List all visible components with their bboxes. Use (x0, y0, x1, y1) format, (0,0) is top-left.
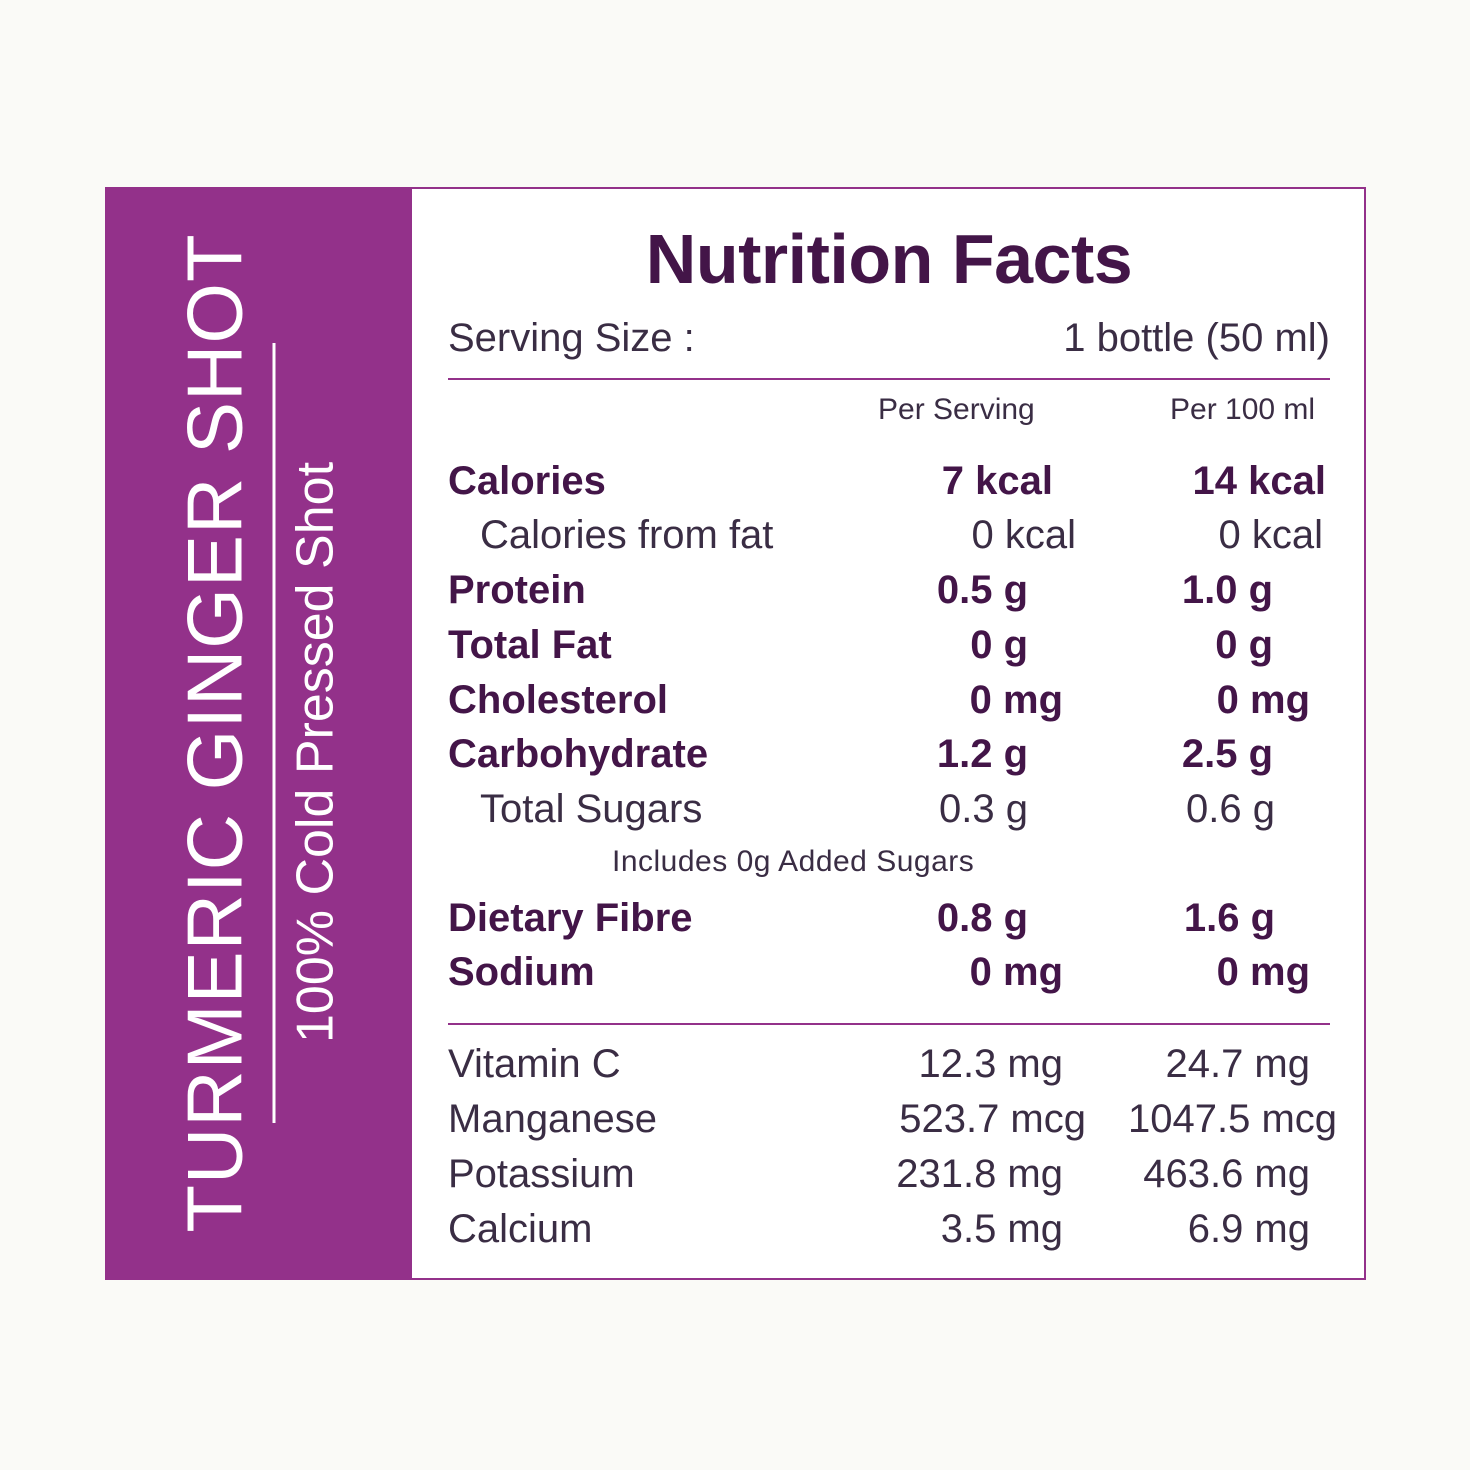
serving-size-label: Serving Size : (448, 316, 695, 360)
nutrient-name: Calories from fat (480, 513, 774, 557)
micronutrient-name: Manganese (448, 1097, 658, 1141)
nutrient-row-calories-from-fat: Calories from fat 0 kcal 0 kcal (448, 513, 1330, 563)
nutrient-per-serving: 0 kcal (971, 513, 1077, 557)
serving-size-value: 1 bottle (50 ml) (1063, 316, 1330, 360)
product-subtitle: 100% Cold Pressed Shot (286, 461, 345, 1043)
nutrient-per-100: 2.5 g (1181, 732, 1273, 776)
nutrient-per-serving: 0 mg (969, 678, 1063, 722)
micronutrient-per-100: 6.9 mg (1187, 1207, 1310, 1251)
product-name: TURMERIC GINGER SHOT (170, 233, 259, 1233)
nutrient-per-serving: 0 g (970, 623, 1028, 667)
nutrient-row-protein: Protein 0.5 g 1.0 g (448, 568, 1330, 618)
nutrient-row-total-sugars: Total Sugars 0.3 g 0.6 g (448, 787, 1330, 837)
nutrition-label-card: TURMERIC GINGER SHOT 100% Cold Pressed S… (105, 187, 1366, 1280)
column-header-per-serving: Per Serving (878, 393, 1035, 426)
micronutrient-row-calcium: Calcium 3.5 mg 6.9 mg (448, 1207, 1330, 1257)
nutrient-per-serving: 7 kcal (941, 459, 1053, 503)
nutrient-name: Total Fat (448, 623, 612, 667)
nutrient-row-cholesterol: Cholesterol 0 mg 0 mg (448, 678, 1330, 728)
nutrient-per-serving: 0.5 g (936, 568, 1028, 612)
micronutrient-per-serving: 12.3 mg (918, 1042, 1063, 1086)
divider-bottom (448, 1023, 1330, 1025)
micronutrient-per-100: 463.6 mg (1143, 1152, 1310, 1196)
side-text-block: TURMERIC GINGER SHOT 100% Cold Pressed S… (171, 233, 346, 1233)
micronutrient-per-100: 1047.5 mcg (1128, 1097, 1338, 1141)
nutrient-row-sodium: Sodium 0 mg 0 mg (448, 950, 1330, 1000)
nutrient-per-100: 1.6 g (1183, 896, 1275, 940)
nutrient-per-serving: 0.8 g (936, 896, 1028, 940)
nutrient-per-100: 14 kcal (1192, 459, 1326, 503)
nutrition-facts-panel: Nutrition Facts Serving Size : 1 bottle … (412, 187, 1366, 1280)
nutrient-name: Total Sugars (480, 787, 703, 831)
nutrient-per-serving: 0.3 g (939, 787, 1028, 831)
nutrient-name: Calories (448, 459, 606, 503)
nutrient-per-100: 1.0 g (1181, 568, 1273, 612)
micronutrient-per-serving: 523.7 mcg (899, 1097, 1086, 1141)
nutrient-name: Cholesterol (448, 678, 669, 722)
nutrient-row-dietary-fibre: Dietary Fibre 0.8 g 1.6 g (448, 896, 1330, 946)
nutrition-facts-title: Nutrition Facts (645, 220, 1133, 298)
column-header-per-100ml: Per 100 ml (1170, 393, 1316, 426)
micronutrient-name: Calcium (448, 1207, 593, 1251)
nutrient-name: Protein (448, 568, 586, 612)
side-divider (272, 343, 276, 1123)
nutrient-per-100: 0 kcal (1218, 513, 1324, 557)
nutrient-name: Carbohydrate (448, 732, 709, 776)
micronutrient-name: Potassium (448, 1152, 635, 1196)
nutrient-row-carbohydrate: Carbohydrate 1.2 g 2.5 g (448, 732, 1330, 782)
divider-top (448, 378, 1330, 380)
nutrient-per-serving: 0 mg (969, 950, 1063, 994)
nutrient-name: Sodium (448, 950, 595, 994)
nutrient-per-100: 0 g (1215, 623, 1273, 667)
nutrient-per-serving: 1.2 g (936, 732, 1028, 776)
product-side-band: TURMERIC GINGER SHOT 100% Cold Pressed S… (105, 187, 412, 1280)
micronutrient-row-potassium: Potassium 231.8 mg 463.6 mg (448, 1152, 1330, 1202)
micronutrient-per-100: 24.7 mg (1165, 1042, 1310, 1086)
nutrient-row-calories: Calories 7 kcal 14 kcal (448, 459, 1330, 509)
nutrient-per-100: 0 mg (1216, 950, 1310, 994)
added-sugars-note: Includes 0g Added Sugars (612, 845, 975, 878)
nutrient-per-100: 0 mg (1216, 678, 1310, 722)
micronutrient-row-manganese: Manganese 523.7 mcg 1047.5 mcg (448, 1097, 1338, 1147)
micronutrient-row-vitamin-c: Vitamin C 12.3 mg 24.7 mg (448, 1042, 1330, 1092)
micronutrient-name: Vitamin C (448, 1042, 621, 1086)
micronutrient-per-serving: 231.8 mg (896, 1152, 1063, 1196)
micronutrient-per-serving: 3.5 mg (940, 1207, 1063, 1251)
nutrient-per-100: 0.6 g (1186, 787, 1275, 831)
nutrient-name: Dietary Fibre (448, 896, 693, 940)
nutrient-row-total-fat: Total Fat 0 g 0 g (448, 623, 1330, 673)
